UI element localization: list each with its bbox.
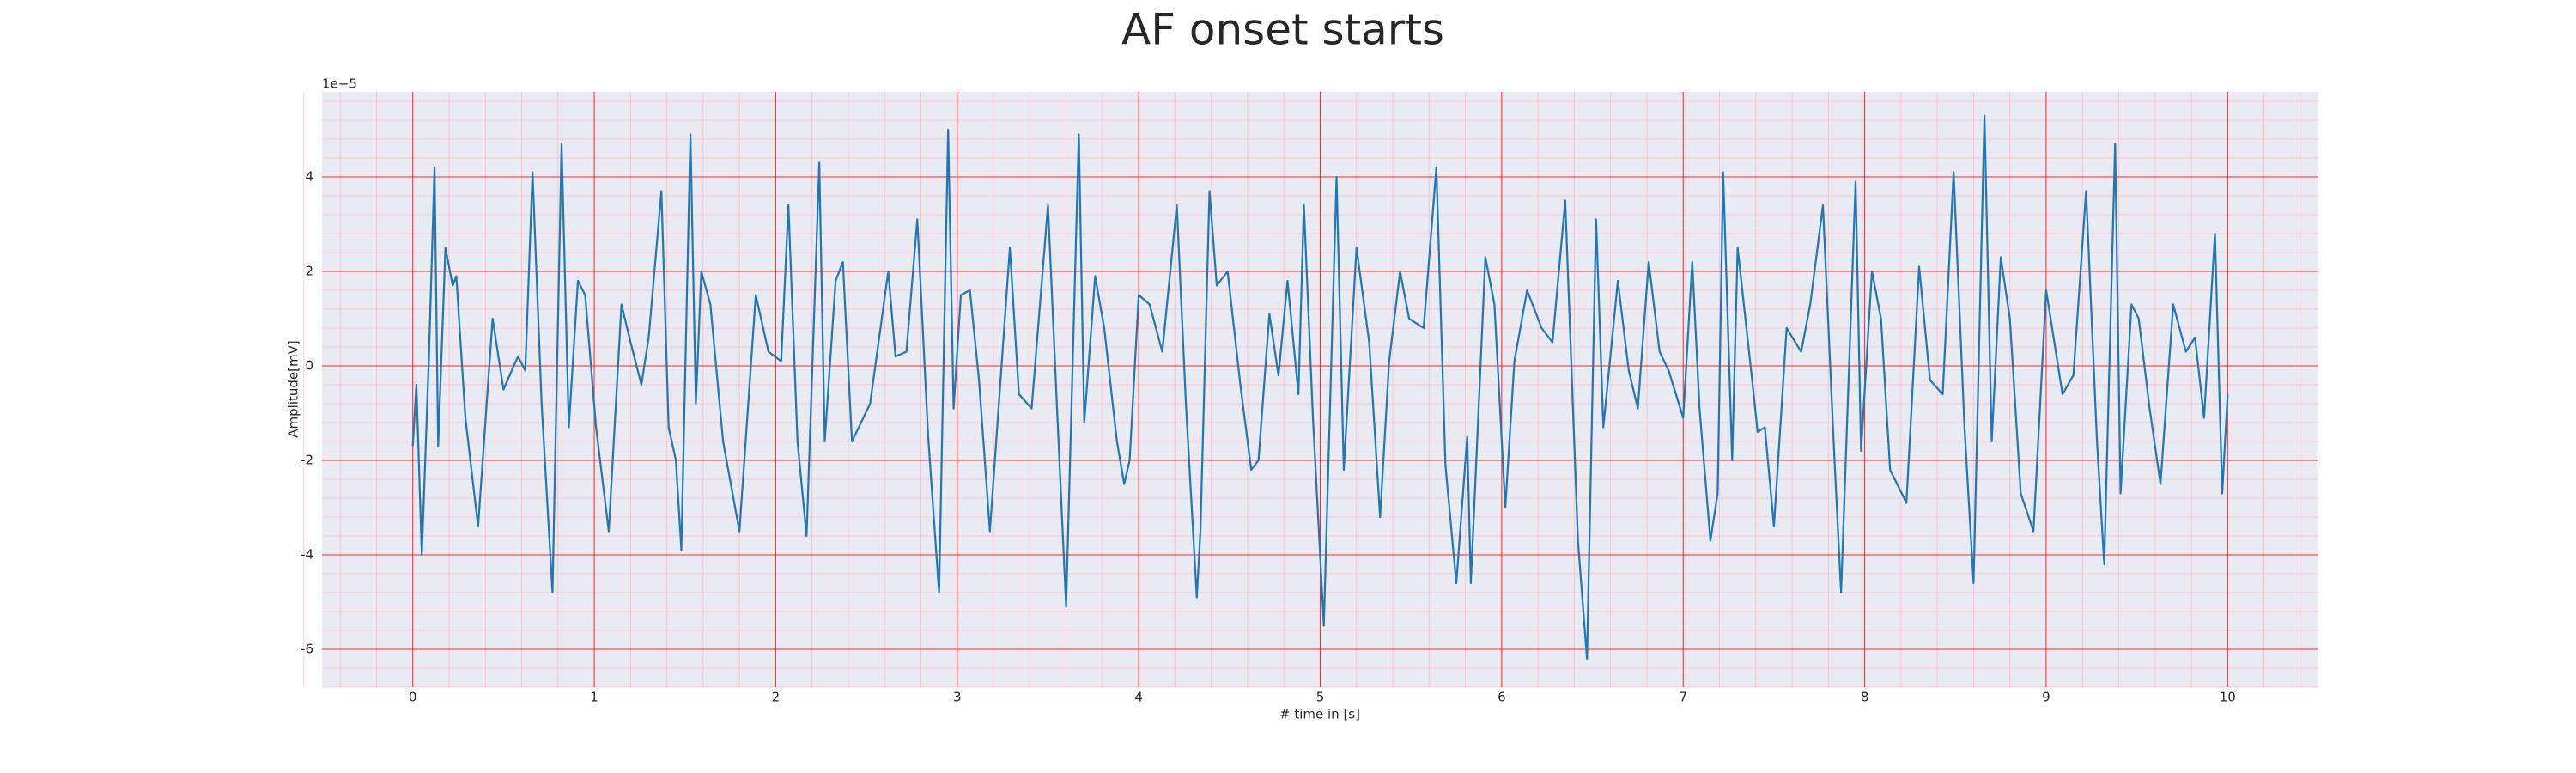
- signal-line: [411, 114, 2229, 660]
- y-tick-label: -6: [301, 642, 313, 657]
- y-tick-label: 0: [305, 358, 313, 374]
- y-tick-label: 2: [305, 264, 313, 279]
- x-axis-label: # time in [s]: [1279, 707, 1360, 722]
- x-tick-label: 10: [2220, 690, 2236, 705]
- y-axis-label: Amplitude[mV]: [286, 340, 301, 437]
- x-tick-label: 2: [772, 690, 781, 705]
- x-tick-label: 6: [1498, 690, 1506, 705]
- y-tick-label: 4: [305, 169, 313, 185]
- x-tick-label: 7: [1679, 690, 1687, 705]
- offset-label: 1e−5: [322, 76, 357, 92]
- y-tick-label: -2: [301, 453, 313, 468]
- x-tick-label: 3: [953, 690, 962, 705]
- y-tick-label: -4: [301, 547, 313, 563]
- chart-title: AF onset starts: [1121, 5, 1444, 55]
- x-tick-label: 1: [590, 690, 598, 705]
- x-tick-label: 8: [1861, 690, 1869, 705]
- x-tick-label: 5: [1316, 690, 1325, 705]
- x-tick-label: 0: [409, 690, 417, 705]
- x-tick-label: 9: [2042, 690, 2050, 705]
- x-tick-label: 4: [1134, 690, 1143, 705]
